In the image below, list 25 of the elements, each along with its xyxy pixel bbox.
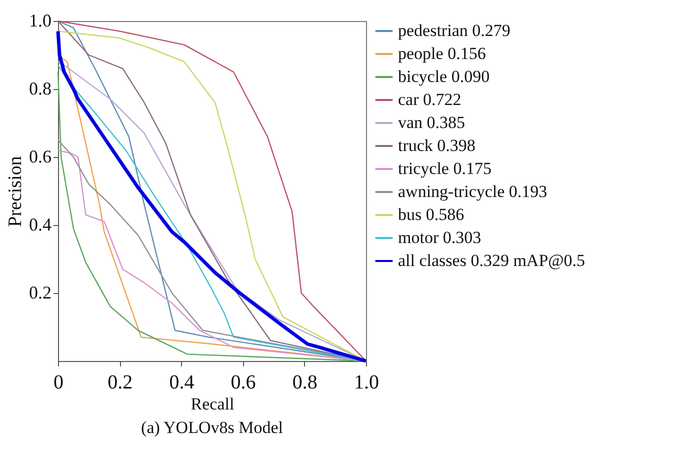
y-tick-label: 0.4 xyxy=(29,214,52,234)
y-axis-title: Precision xyxy=(5,156,26,227)
legend-label: motor 0.303 xyxy=(398,228,482,247)
x-tick-label: 0.2 xyxy=(108,372,133,394)
legend-label: people 0.156 xyxy=(398,44,486,63)
x-tick-label: 0 xyxy=(54,372,64,394)
x-tick-label: 1.0 xyxy=(354,372,379,394)
legend-label: all classes 0.329 mAP@0.5 xyxy=(398,251,586,270)
y-tick-label: 0.8 xyxy=(29,78,52,98)
x-tick-label: 0.8 xyxy=(292,372,318,394)
y-tick-label: 1.0 xyxy=(29,10,52,30)
legend-label: bus 0.586 xyxy=(398,205,464,224)
legend-label: awning-tricycle 0.193 xyxy=(398,182,548,201)
legend-label: tricycle 0.175 xyxy=(398,159,492,178)
legend-label: bicycle 0.090 xyxy=(398,67,490,86)
legend-label: truck 0.398 xyxy=(398,136,476,155)
text: (a) YOLOv8s Model xyxy=(141,418,284,437)
y-tick-label: 0.2 xyxy=(29,282,52,302)
legend-label: van 0.385 xyxy=(398,113,466,132)
legend-label: car 0.722 xyxy=(398,90,462,109)
legend-label: pedestrian 0.279 xyxy=(398,21,510,40)
x-tick-label: 0.6 xyxy=(230,372,256,394)
x-axis-title: Recall xyxy=(190,394,234,414)
y-tick-label: 0.6 xyxy=(29,146,52,166)
x-tick-label: 0.4 xyxy=(169,372,194,394)
